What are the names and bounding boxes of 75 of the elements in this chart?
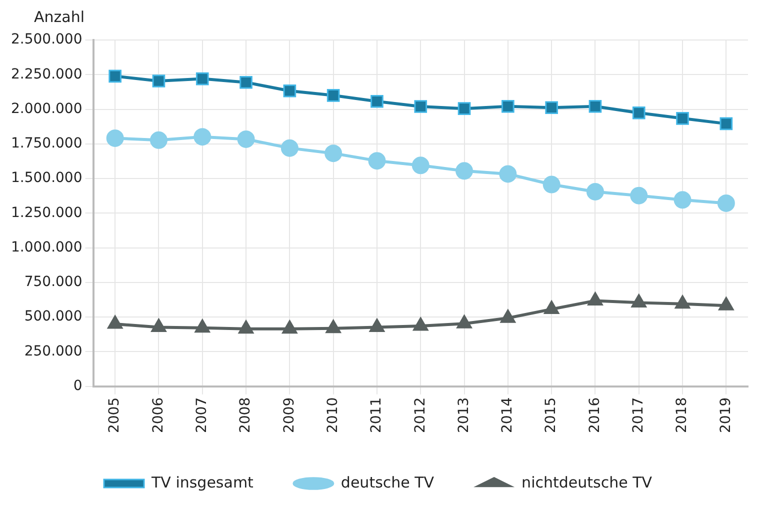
point	[674, 295, 690, 309]
y-tick-label: 750.000	[24, 274, 82, 290]
point	[542, 176, 560, 194]
x-tick-label: 2016	[586, 397, 603, 434]
x-tick-label: 2017	[630, 397, 647, 434]
point	[282, 320, 298, 334]
y-tick-label: 1.000.000	[10, 239, 82, 256]
x-tick-label: 2014	[500, 397, 516, 434]
point	[586, 182, 604, 200]
x-tick-label: 2011	[368, 397, 385, 434]
point	[588, 292, 603, 306]
point	[717, 194, 735, 212]
point	[674, 191, 692, 209]
x-tick-label: 2018	[674, 397, 690, 434]
point	[720, 117, 733, 130]
y-tick-label: 250.000	[24, 343, 82, 360]
x-tick-label: 2009	[281, 397, 298, 434]
point	[196, 72, 209, 86]
point	[280, 139, 298, 157]
x-tick-label: 2013	[456, 397, 472, 434]
point	[194, 319, 210, 333]
legend-label: deutsche TV	[340, 473, 435, 492]
point	[499, 165, 517, 183]
point	[326, 89, 340, 102]
point	[630, 186, 648, 204]
y-tick-label: 2.000.000	[10, 100, 82, 117]
point	[500, 309, 516, 323]
x-tick-label: 2007	[194, 397, 210, 434]
y-tick-label: 2.500.000	[10, 32, 82, 48]
legend-label: TV insgesamt	[150, 473, 254, 492]
point	[718, 296, 734, 310]
point	[545, 101, 558, 114]
x-tick-label: 2006	[150, 397, 166, 434]
point	[456, 162, 474, 180]
legend-label: nichtdeutsche TV	[522, 473, 653, 492]
point	[502, 100, 514, 113]
y-axis-title: Anzahl	[34, 8, 85, 26]
point	[108, 70, 122, 83]
point	[456, 314, 472, 328]
point	[458, 102, 471, 115]
x-tick-label: 2008	[238, 397, 254, 434]
point	[106, 129, 124, 147]
x-tick-label: 2005	[106, 397, 123, 434]
y-tick-label: 1.250.000	[10, 204, 82, 221]
point	[240, 76, 252, 89]
point	[544, 300, 560, 314]
point	[150, 131, 168, 149]
point	[324, 144, 342, 162]
point	[283, 84, 296, 98]
point	[238, 320, 254, 334]
point	[412, 156, 430, 174]
point	[412, 317, 428, 331]
point	[237, 130, 255, 148]
y-tick-label: 500.000	[24, 308, 82, 325]
x-tick-label: 2015	[543, 397, 560, 434]
point	[107, 315, 123, 329]
point	[676, 112, 689, 125]
point	[368, 152, 386, 170]
y-tick-label: 2.250.000	[10, 66, 82, 82]
x-tick-label: 2019	[718, 397, 734, 434]
point	[631, 294, 647, 308]
point	[152, 74, 166, 88]
point	[369, 318, 385, 332]
point	[151, 318, 166, 332]
point	[194, 128, 212, 146]
point	[632, 106, 646, 120]
x-tick-label: 2012	[412, 397, 428, 434]
x-tick-label: 2010	[324, 397, 341, 434]
point	[326, 320, 342, 334]
y-tick-label: 1.500.000	[10, 170, 82, 186]
y-tick-label: 1.750.000	[10, 136, 82, 152]
point	[414, 100, 428, 113]
point	[588, 100, 602, 113]
point	[370, 94, 384, 108]
y-tick-label: 0	[73, 378, 82, 394]
